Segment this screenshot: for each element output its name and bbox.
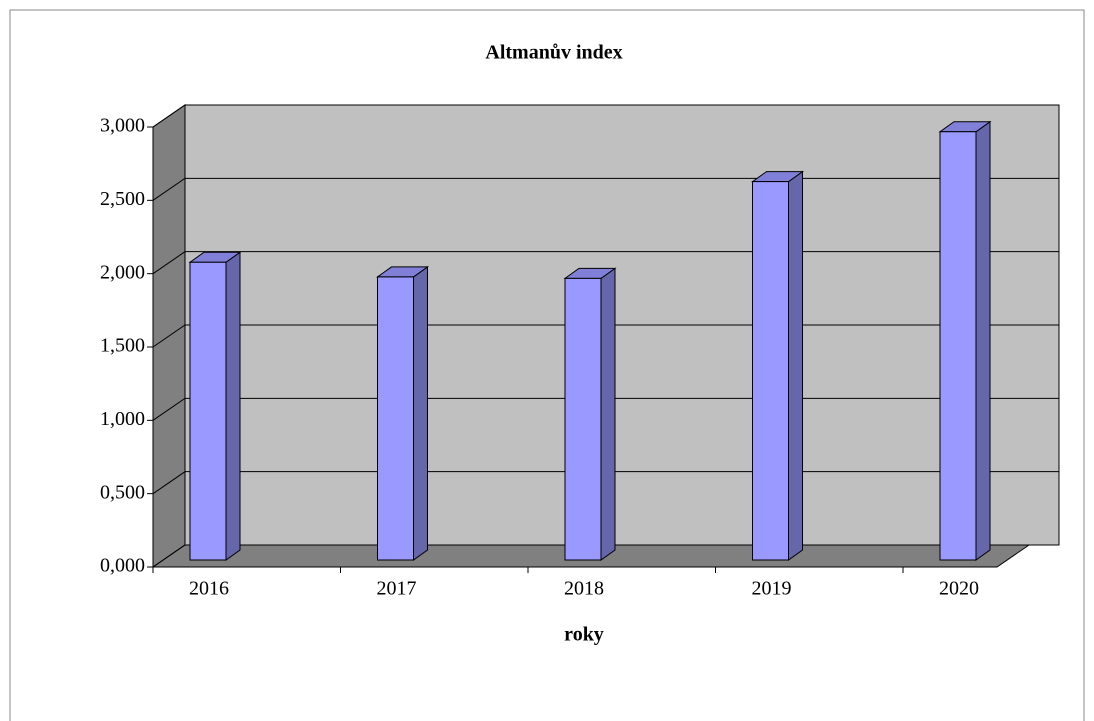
- bar-side: [413, 265, 428, 561]
- y-tick-label: 1,000: [100, 408, 145, 430]
- bar: [189, 261, 227, 561]
- bar-side: [225, 251, 241, 561]
- y-tick-label: 0,000: [100, 555, 145, 577]
- bar-side: [975, 120, 991, 561]
- y-tick-label: 1,500: [100, 335, 145, 357]
- x-tick-label: 2017: [377, 578, 417, 600]
- bar: [939, 131, 977, 561]
- y-tick-label: 2,000: [100, 261, 145, 283]
- chart-title: Altmanův index: [485, 42, 622, 64]
- y-tick-label: 2,500: [100, 188, 145, 210]
- y-tick-label: 0,500: [100, 481, 145, 503]
- x-tick-label: 2019: [752, 578, 792, 600]
- bar-side: [600, 267, 616, 561]
- bar: [377, 276, 414, 561]
- grid-line: [152, 104, 1059, 128]
- bar: [564, 277, 602, 561]
- bar-side: [788, 170, 803, 561]
- x-axis-label: roky: [564, 624, 604, 646]
- y-tick-label: 3,000: [100, 115, 145, 137]
- x-tick-label: 2016: [189, 578, 229, 600]
- bar: [752, 181, 789, 561]
- x-tick-label: 2018: [564, 578, 604, 600]
- x-tick-label: 2020: [939, 578, 979, 600]
